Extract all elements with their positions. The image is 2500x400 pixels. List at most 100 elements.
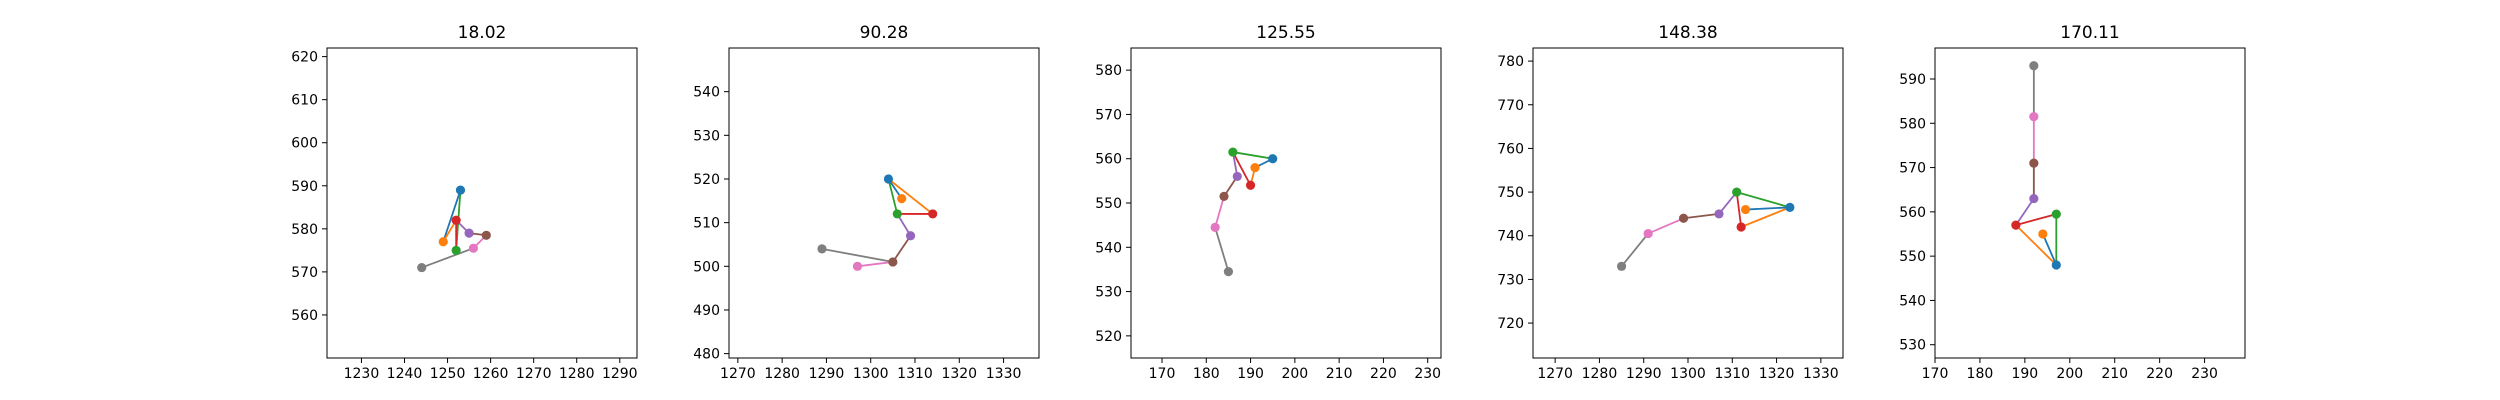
data-point	[1616, 261, 1627, 271]
x-tick-label: 190	[2011, 366, 2038, 382]
y-tick-label: 740	[1497, 229, 1524, 245]
data-point	[2038, 229, 2048, 239]
data-point	[928, 209, 938, 219]
series-line	[2014, 213, 2058, 227]
x-tick-label: 1300	[1670, 366, 1706, 382]
chart-panel-3: 125.55 170 180 190 200 210 220 230 520 530 540 550 5…	[1095, 23, 1442, 382]
x-tick-label: 1320	[941, 366, 977, 382]
y-tick-label: 580	[1899, 116, 1926, 132]
x-tick-label: 230	[1414, 366, 1441, 382]
x-tick-label: 230	[2191, 366, 2218, 382]
data-point	[2029, 112, 2039, 122]
y-tick-label: 720	[1497, 316, 1524, 332]
data-point	[1740, 204, 1751, 215]
data-point	[1245, 180, 1256, 190]
x-tick-label: 1320	[1759, 366, 1795, 382]
x-tick-label: 1290	[602, 366, 638, 382]
x-tick-label: 1270	[516, 366, 552, 382]
data-point	[1210, 222, 1220, 232]
x-tick-label: 1280	[764, 366, 800, 382]
x-tick-label: 1280	[559, 366, 595, 382]
series-line	[856, 261, 894, 268]
data-point	[464, 228, 474, 238]
series-line	[1620, 232, 1650, 268]
y-tick-label: 530	[1899, 338, 1926, 354]
y-tick-label: 490	[693, 303, 720, 319]
data-point	[2029, 61, 2039, 71]
data-point	[1736, 222, 1746, 232]
data-point	[481, 230, 491, 240]
data-point	[892, 209, 902, 219]
chart-panel-1: 18.02 1230 1240 1250 1260 1270 1280 1290 560 570 5…	[291, 23, 637, 382]
y-tick-label: 600	[291, 136, 318, 152]
series-line	[1718, 191, 1738, 215]
axes-frame	[1532, 47, 1844, 359]
data-point	[2051, 260, 2061, 270]
axes-frame	[1130, 47, 1442, 359]
x-tick-label: 220	[1370, 366, 1397, 382]
data-point	[1785, 202, 1795, 212]
data-point	[1219, 191, 1229, 201]
x-tick-label: 1270	[1537, 366, 1573, 382]
x-tick-label: 1280	[1582, 366, 1618, 382]
x-tick-label: 170	[1922, 366, 1949, 382]
series-line	[1735, 191, 1791, 209]
series-line	[420, 247, 475, 269]
series-line	[2014, 197, 2035, 227]
data-point	[417, 262, 427, 273]
data-point	[438, 237, 448, 247]
y-tick-label: 580	[291, 222, 318, 238]
y-tick-label: 750	[1497, 185, 1524, 201]
x-tick-label: 1240	[387, 366, 423, 382]
y-tick-label: 540	[1095, 240, 1122, 256]
x-tick-label: 170	[1149, 366, 1176, 382]
x-tick-label: 1250	[430, 366, 466, 382]
chart-panel-2: 90.28 1270 1280 1290 1300 1310 1320 1330 480 490 5…	[693, 23, 1040, 382]
series-line	[1735, 191, 1743, 228]
x-tick-label: 1260	[473, 366, 509, 382]
data-point	[1250, 162, 1260, 173]
series-line	[1214, 226, 1230, 273]
x-tick-label: 1330	[986, 366, 1022, 382]
data-point	[1643, 228, 1653, 239]
series-line	[891, 234, 912, 263]
y-tick-label: 530	[1095, 285, 1122, 301]
data-point	[468, 243, 478, 253]
y-tick-label: 500	[693, 259, 720, 275]
series-line	[1231, 151, 1252, 187]
y-tick-label: 530	[693, 128, 720, 144]
y-tick-label: 590	[291, 179, 318, 195]
chart-title: 18.02	[458, 23, 507, 43]
data-point	[1232, 171, 1242, 182]
x-tick-label: 210	[1326, 366, 1353, 382]
data-point	[1678, 213, 1689, 223]
x-tick-label: 220	[2146, 366, 2173, 382]
series-line	[442, 189, 462, 243]
series-line	[1740, 206, 1791, 228]
data-point	[883, 174, 894, 184]
y-tick-label: 540	[693, 85, 720, 101]
x-tick-label: 1300	[853, 366, 889, 382]
y-tick-label: 770	[1497, 98, 1524, 114]
axes-frame	[728, 47, 1040, 359]
data-point	[897, 194, 907, 204]
x-tick-label: 180	[1967, 366, 1994, 382]
data-point	[817, 244, 827, 254]
x-tick-label: 1310	[1714, 366, 1750, 382]
series-line	[1231, 151, 1274, 160]
x-tick-label: 1230	[344, 366, 380, 382]
series-line	[887, 178, 934, 215]
y-tick-label: 780	[1497, 54, 1524, 70]
y-tick-label: 580	[1095, 63, 1122, 79]
chart-panel-4: 148.38 1270 1280 1290 1300 1310 1320 1330 720 730…	[1497, 23, 1844, 382]
y-tick-label: 570	[1899, 161, 1926, 177]
series-line	[821, 247, 894, 263]
y-tick-label: 540	[1899, 293, 1926, 309]
y-tick-label: 570	[1095, 107, 1122, 123]
y-tick-label: 550	[1899, 249, 1926, 265]
data-point	[451, 245, 461, 255]
chart-title: 90.28	[860, 23, 909, 43]
x-tick-label: 210	[2101, 366, 2128, 382]
data-point	[888, 257, 898, 267]
